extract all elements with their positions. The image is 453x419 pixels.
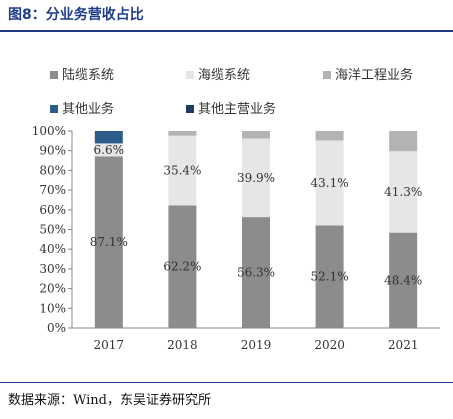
bar-segment	[94, 143, 123, 157]
bar-segment	[94, 131, 123, 144]
bar-segment	[94, 156, 123, 328]
data-label: 56.3%	[237, 266, 275, 280]
data-label: 35.4%	[163, 164, 201, 178]
bar-segment	[315, 131, 344, 141]
figure-title: 图8：分业务营收占比	[8, 7, 144, 23]
bar-segment	[389, 131, 418, 152]
bar-segment	[242, 131, 270, 139]
y-tick-label: 90%	[39, 144, 66, 158]
legend-label: 陆缆系统	[62, 67, 114, 83]
bar-segment	[242, 138, 270, 218]
source-note: 数据来源：Wind，东吴证券研究所	[8, 393, 211, 408]
legend-swatch	[50, 105, 58, 113]
bar-segment	[315, 225, 344, 328]
y-tick-label: 0%	[47, 321, 66, 335]
data-label: 43.1%	[311, 176, 349, 190]
data-label: 48.4%	[384, 273, 422, 287]
x-tick-label: 2018	[167, 338, 198, 352]
bar-segment	[168, 131, 197, 136]
bar-segment	[168, 205, 197, 328]
data-label: 62.2%	[163, 260, 201, 274]
y-axis: 0% 10% 20% 30% 40% 50% 60% 70% 80% 90% 100%	[32, 124, 73, 335]
bar-segment	[315, 140, 344, 226]
y-tick-label: 50%	[39, 223, 66, 237]
data-label: 6.6%	[94, 143, 125, 157]
x-tick-label: 2021	[388, 338, 419, 352]
y-tick-label: 80%	[39, 163, 66, 177]
bar-segment	[389, 151, 418, 233]
data-label: 39.9%	[237, 171, 275, 185]
legend-label: 海洋工程业务	[335, 67, 413, 83]
data-label: 41.3%	[384, 185, 422, 199]
legend-label: 其他业务	[62, 101, 114, 117]
data-label: 52.1%	[311, 270, 349, 284]
data-labels: 87.1% 6.6% 62.2% 35.4% 56.3% 39.9% 52.1% 43.1% 4…	[90, 143, 423, 287]
legend-swatch	[323, 71, 331, 79]
bar-segment	[168, 135, 197, 206]
x-tick-label: 2020	[314, 338, 345, 352]
y-tick-label: 10%	[39, 301, 66, 315]
x-tick-label: 2017	[94, 338, 125, 352]
y-tick-label: 30%	[39, 262, 66, 276]
title-rule	[0, 30, 453, 32]
legend-label: 海缆系统	[198, 67, 250, 83]
y-tick-label: 20%	[39, 282, 66, 296]
y-tick-label: 40%	[39, 242, 66, 256]
y-tick-label: 70%	[39, 183, 66, 197]
source-rule	[0, 382, 453, 383]
legend-swatch	[186, 71, 194, 79]
y-tick-label: 100%	[32, 124, 66, 138]
x-axis: 2017 2018 2019 2020 2021	[72, 327, 440, 352]
bar-segment	[389, 232, 418, 328]
legend-swatch	[50, 71, 58, 79]
y-tick-label: 60%	[39, 203, 66, 217]
legend-label: 其他主营业务	[198, 101, 276, 117]
legend-swatch	[186, 105, 194, 113]
x-tick-label: 2019	[241, 338, 272, 352]
chart-bars	[94, 131, 418, 328]
data-label: 87.1%	[90, 235, 128, 249]
bar-segment	[242, 217, 270, 328]
